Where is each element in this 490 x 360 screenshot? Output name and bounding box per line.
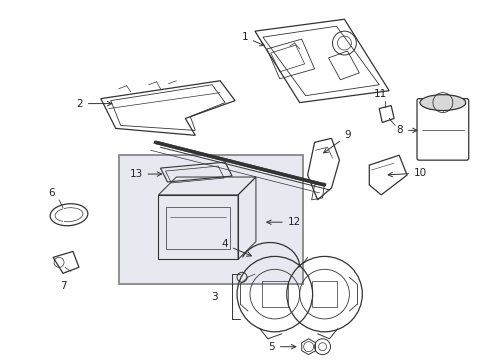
Text: 8: 8 xyxy=(396,125,417,135)
Bar xyxy=(119,155,303,284)
Text: 13: 13 xyxy=(129,169,162,179)
Text: 4: 4 xyxy=(221,239,251,256)
Text: 12: 12 xyxy=(267,217,301,227)
Bar xyxy=(312,281,338,307)
Bar xyxy=(262,281,288,307)
Text: 9: 9 xyxy=(324,130,351,153)
Text: 1: 1 xyxy=(242,32,264,46)
Text: 7: 7 xyxy=(60,281,66,291)
Text: 2: 2 xyxy=(76,99,112,109)
Text: 11: 11 xyxy=(373,89,387,99)
Bar xyxy=(167,207,230,249)
Text: 10: 10 xyxy=(388,168,427,178)
Ellipse shape xyxy=(420,95,466,111)
Bar xyxy=(158,195,238,260)
Text: 6: 6 xyxy=(49,188,55,198)
Text: 5: 5 xyxy=(268,342,296,352)
Text: 3: 3 xyxy=(212,292,218,302)
